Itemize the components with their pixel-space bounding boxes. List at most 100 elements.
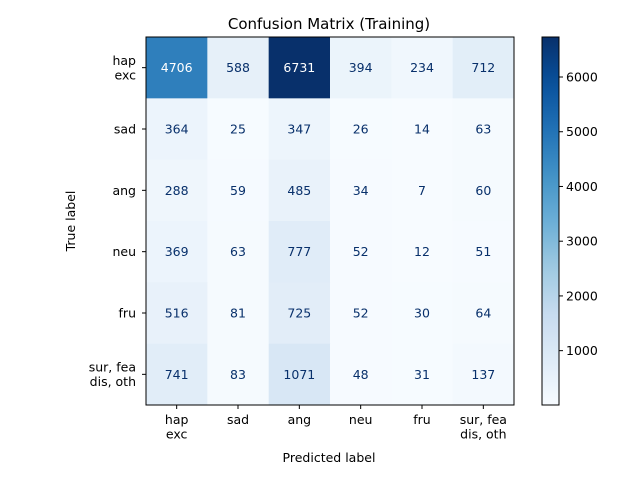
x-axis-label: Predicted label (283, 450, 376, 465)
matrix-cell (146, 282, 208, 345)
matrix-cell (207, 98, 270, 161)
matrix-cell (207, 282, 270, 345)
matrix-cell (268, 159, 331, 222)
cell-value-label: 63 (475, 122, 491, 137)
colorbar-tick-label: 6000 (566, 70, 598, 85)
cell-value-label: 52 (353, 306, 369, 321)
matrix-cell (207, 221, 270, 283)
cell-value-label: 25 (230, 122, 246, 137)
y-tick-label: sur, fea dis, oth (89, 360, 136, 390)
matrix-cell (452, 282, 515, 345)
matrix-cell (330, 221, 392, 283)
y-tick-label: fru (119, 306, 136, 321)
cell-value-label: 83 (230, 367, 246, 382)
chart-title: Confusion Matrix (Training) (228, 15, 430, 33)
x-tick-label: hap exc (165, 412, 189, 442)
y-tick-label: sad (114, 122, 136, 137)
matrix-cell (330, 98, 392, 161)
matrix-cell (330, 159, 392, 222)
x-tick-label: neu (349, 412, 373, 427)
colorbar-tick-label: 2000 (566, 288, 598, 303)
matrix-cell (391, 343, 454, 406)
cell-value-label: 81 (230, 306, 246, 321)
cell-value-label: 31 (414, 367, 430, 382)
x-tick-label: sad (227, 412, 249, 427)
cell-value-label: 588 (226, 60, 250, 75)
y-tick-label: ang (112, 183, 136, 198)
matrix-cell (391, 159, 454, 222)
matrix-cell (268, 37, 331, 99)
colorbar-ticks: 1000 2000 3000 4000 5000 6000 (559, 70, 598, 358)
x-tick-label: fru (413, 412, 430, 427)
cell-value-label: 30 (414, 306, 430, 321)
cell-value-label: 364 (165, 122, 189, 137)
matrix-cell (452, 159, 515, 222)
cell-value-label: 7 (418, 183, 426, 198)
cell-value-label: 48 (353, 367, 369, 382)
matrix-cell (330, 343, 392, 406)
matrix-cell (452, 37, 515, 99)
matrix-cell (268, 343, 331, 406)
cell-value-label: 4706 (161, 60, 193, 75)
cell-value-label: 34 (353, 183, 369, 198)
cell-value-label: 777 (287, 244, 311, 259)
cell-value-label: 712 (471, 60, 495, 75)
matrix-cell (146, 221, 208, 283)
matrix-cell (146, 37, 208, 99)
colorbar (541, 36, 560, 406)
matrix-cell (452, 343, 515, 406)
cell-value-label: 12 (414, 244, 430, 259)
cell-value-label: 137 (471, 367, 495, 382)
colorbar-tick-label: 5000 (566, 124, 598, 139)
matrix-cell (146, 159, 208, 222)
cell-value-label: 26 (353, 122, 369, 137)
cell-value-label: 725 (287, 306, 311, 321)
cell-value-label: 64 (475, 306, 491, 321)
x-tick-label: sur, fea dis, oth (460, 412, 507, 442)
cell-value-label: 234 (410, 60, 434, 75)
cell-value-label: 516 (165, 306, 189, 321)
matrix-cell (146, 98, 208, 161)
cell-value-label: 60 (475, 183, 491, 198)
colorbar-tick-label: 4000 (566, 179, 598, 194)
plot-frame (145, 36, 515, 406)
cell-value-label: 52 (353, 244, 369, 259)
cell-value-label: 288 (165, 183, 189, 198)
matrix-cell (391, 221, 454, 283)
y-tick-label: neu (112, 244, 136, 259)
cell-value-label: 6731 (283, 60, 315, 75)
matrix-cell (207, 37, 270, 99)
colorbar-tick-label: 3000 (566, 234, 598, 249)
cell-value-label: 347 (287, 122, 311, 137)
y-axis-label: True label (63, 191, 78, 253)
matrix-cell (330, 37, 392, 99)
colorbar-tick-label: 1000 (566, 343, 598, 358)
matrix-cell (268, 221, 331, 283)
matrix-cell (452, 221, 515, 283)
y-tick-label: hap exc (112, 53, 136, 83)
cell-value-label: 63 (230, 244, 246, 259)
matrix-cell (391, 98, 454, 161)
cell-value-label: 59 (230, 183, 246, 198)
cell-value-label: 741 (165, 367, 189, 382)
cell-value-label: 369 (165, 244, 189, 259)
matrix-cell (391, 282, 454, 345)
matrix-cell (207, 159, 270, 222)
cell-value-label: 51 (475, 244, 491, 259)
matrix-cell (330, 282, 392, 345)
matrix-cell (391, 37, 454, 99)
matrix-cell (207, 343, 270, 406)
x-axis-ticks: hap exc sad ang neu fru sur, fea dis, oth (165, 405, 507, 442)
matrix-cell (452, 98, 515, 161)
matrix-cell (268, 282, 331, 345)
matrix-cell (146, 343, 208, 406)
cell-value-label: 1071 (283, 367, 315, 382)
cell-value-label: 485 (287, 183, 311, 198)
cell-value-label: 394 (349, 60, 373, 75)
matrix-cell (268, 98, 331, 161)
x-tick-label: ang (288, 412, 312, 427)
y-axis-ticks: hap exc sad ang neu fru sur, fea dis, oth (89, 53, 146, 389)
cell-value-label: 14 (414, 122, 430, 137)
